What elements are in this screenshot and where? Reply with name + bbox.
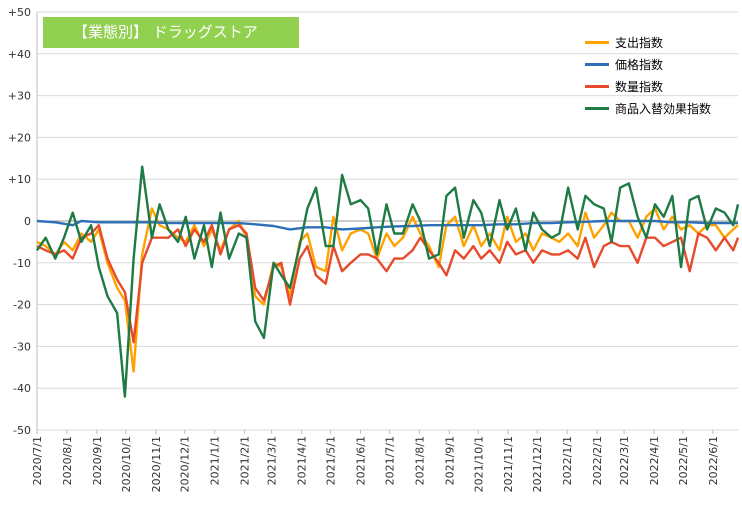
x-tick-label: 2021/6/1 xyxy=(354,436,367,485)
legend-label: 支出指数 xyxy=(615,35,664,50)
chart-legend: 支出指数価格指数数量指数商品入替効果指数 xyxy=(585,31,711,119)
x-tick-label: 2022/5/1 xyxy=(677,436,690,485)
x-tick-label: 2020/9/1 xyxy=(91,436,104,485)
y-tick-label: +50 xyxy=(8,6,31,19)
x-tick-label: 2020/12/1 xyxy=(179,436,192,492)
y-tick-label: -30 xyxy=(13,340,31,353)
legend-label: 商品入替効果指数 xyxy=(615,101,712,116)
x-tick-label: 2021/1/1 xyxy=(209,436,222,485)
x-tick-label: 2021/8/1 xyxy=(413,436,426,485)
x-tick-label: 2022/1/1 xyxy=(561,436,574,485)
legend-swatch xyxy=(585,40,609,44)
x-tick-label: 2021/4/1 xyxy=(296,436,309,485)
legend-item: 価格指数 xyxy=(585,53,711,75)
x-tick-label: 2021/2/1 xyxy=(239,436,252,485)
x-tick-label: 2021/7/1 xyxy=(383,436,396,485)
y-tick-label: -20 xyxy=(13,299,31,312)
y-tick-label: -40 xyxy=(13,382,31,395)
x-tick-labels: 2020/7/1 2020/8/1 2020/9/1 2020/10/1 2020/11… xyxy=(31,430,720,492)
y-tick-label: +40 xyxy=(8,48,31,61)
chart-title: 【業態別】 ドラッグストア xyxy=(43,17,299,48)
x-tick-label: 2022/4/1 xyxy=(648,436,661,485)
x-tick-label: 2020/7/1 xyxy=(31,436,44,485)
series-line-3 xyxy=(36,223,740,344)
y-tick-label: 0 xyxy=(24,215,31,228)
x-tick-label: 2021/5/1 xyxy=(325,436,338,485)
x-tick-label: 2021/12/1 xyxy=(531,436,544,492)
y-tick-label: -10 xyxy=(13,257,31,270)
y-tick-labels: +50 +40 +30 +20 +10 0 -10 -20 -30 -40 -50 xyxy=(8,6,31,437)
y-tick-label: -50 xyxy=(13,424,31,437)
series-line-4 xyxy=(36,165,740,398)
legend-item: 商品入替効果指数 xyxy=(585,97,711,119)
x-tick-label: 2022/6/1 xyxy=(707,436,720,485)
legend-label: 価格指数 xyxy=(615,57,664,72)
x-tick-label: 2021/10/1 xyxy=(472,436,485,492)
legend-swatch xyxy=(585,106,609,110)
y-tick-label: +20 xyxy=(8,131,31,144)
x-tick-label: 2020/11/1 xyxy=(150,436,163,492)
x-tick-label: 2020/10/1 xyxy=(120,436,133,492)
x-tick-label: 2021/11/1 xyxy=(502,436,515,492)
x-tick-label: 2020/8/1 xyxy=(61,436,74,485)
legend-swatch xyxy=(585,84,609,88)
x-tick-label: 2021/3/1 xyxy=(266,436,279,485)
y-tick-label: +10 xyxy=(8,173,31,186)
y-tick-label: +30 xyxy=(8,90,31,103)
legend-label: 数量指数 xyxy=(615,79,664,94)
series-line-1 xyxy=(36,207,739,373)
legend-swatch xyxy=(585,62,609,66)
legend-item: 数量指数 xyxy=(585,75,711,97)
x-tick-label: 2021/9/1 xyxy=(443,436,456,485)
x-tick-label: 2022/2/1 xyxy=(591,436,604,485)
x-tick-label: 2022/3/1 xyxy=(618,436,631,485)
legend-item: 支出指数 xyxy=(585,31,711,53)
grid-lines xyxy=(37,11,738,431)
series-lines xyxy=(36,165,740,398)
